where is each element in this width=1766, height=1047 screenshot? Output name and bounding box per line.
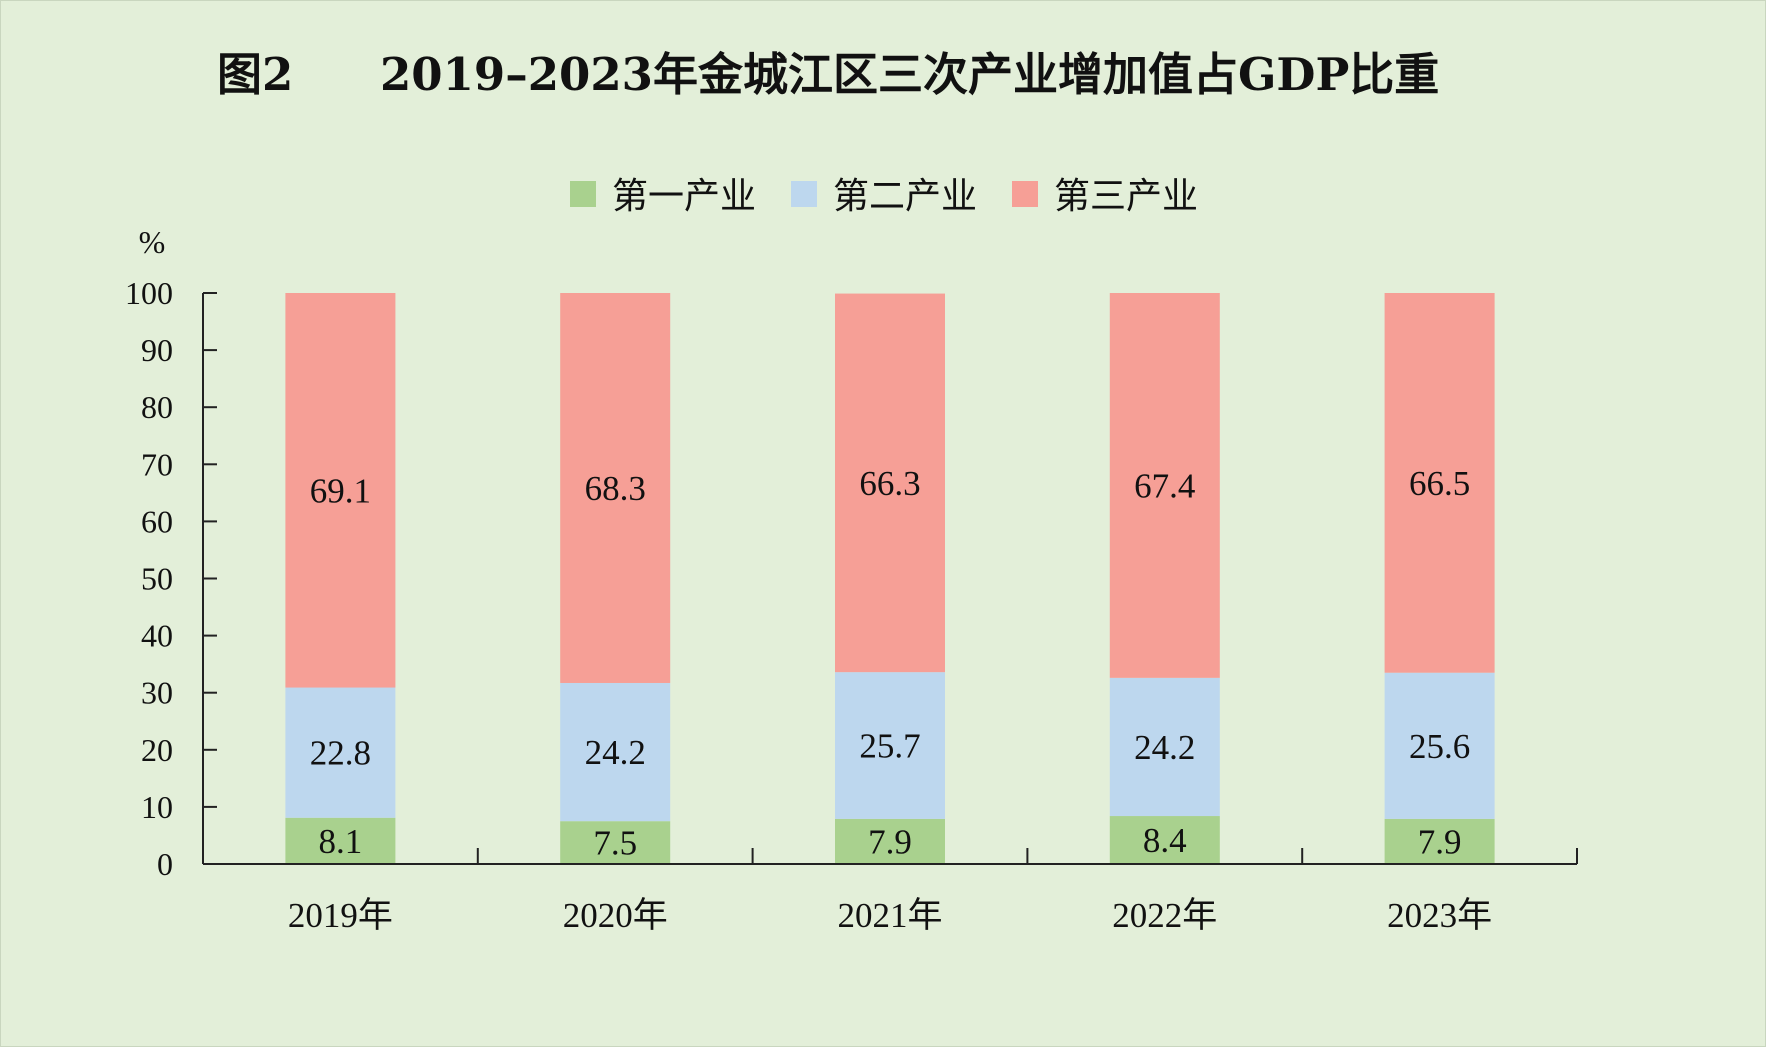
data-label: 22.8 bbox=[310, 734, 371, 773]
y-tick-label: 80 bbox=[141, 389, 173, 425]
y-axis-unit: % bbox=[139, 224, 166, 260]
bar-2021年-第三产业 bbox=[835, 293, 945, 673]
data-label: 8.1 bbox=[319, 822, 363, 861]
x-tick-label: 2021年 bbox=[837, 896, 942, 935]
bar-2023年-第一产业 bbox=[1384, 818, 1495, 864]
x-tick-label: 2023年 bbox=[1387, 896, 1492, 935]
y-tick-label: 100 bbox=[125, 275, 173, 311]
bar-2022年-第三产业 bbox=[1109, 293, 1220, 678]
legend-swatch-2 bbox=[791, 181, 817, 207]
x-tick-label: 2019年 bbox=[288, 896, 393, 935]
data-label: 8.4 bbox=[1143, 821, 1187, 860]
data-label: 24.2 bbox=[585, 733, 646, 772]
data-label: 24.2 bbox=[1134, 728, 1195, 767]
data-label: 66.3 bbox=[859, 464, 920, 503]
data-label: 7.5 bbox=[593, 824, 637, 863]
bar-2022年-第一产业 bbox=[1109, 816, 1220, 864]
bar-2019年-第二产业 bbox=[285, 687, 396, 818]
legend-swatch-3 bbox=[1012, 181, 1038, 207]
bar-2019年-第三产业 bbox=[285, 293, 396, 688]
y-tick-label: 30 bbox=[141, 675, 173, 711]
bar-2021年-第一产业 bbox=[835, 818, 945, 864]
legend-label-2: 第二产业 bbox=[833, 176, 977, 216]
legend-label-3: 第三产业 bbox=[1054, 176, 1198, 216]
data-label: 25.7 bbox=[859, 727, 920, 766]
y-tick-label: 60 bbox=[141, 503, 173, 539]
y-tick-label: 0 bbox=[157, 846, 173, 882]
figure-number: 图2 bbox=[217, 48, 294, 101]
y-tick-label: 20 bbox=[141, 732, 173, 768]
bar-2021年-第二产业 bbox=[835, 672, 945, 819]
data-label: 68.3 bbox=[585, 469, 646, 508]
y-tick-label: 10 bbox=[141, 789, 173, 825]
x-tick-label: 2022年 bbox=[1112, 896, 1217, 935]
bar-2019年-第一产业 bbox=[285, 817, 396, 864]
y-tick-label: 50 bbox=[141, 561, 173, 597]
data-label: 66.5 bbox=[1409, 464, 1470, 503]
bar-2022年-第二产业 bbox=[1109, 677, 1220, 817]
legend-swatch-1 bbox=[570, 181, 596, 207]
legend-label-1: 第一产业 bbox=[612, 176, 756, 216]
data-label: 69.1 bbox=[310, 471, 371, 510]
data-label: 7.9 bbox=[1418, 822, 1462, 861]
data-label: 7.9 bbox=[868, 822, 912, 861]
title-text: 2019–2023年金城江区三次产业增加值占GDP比重 bbox=[380, 48, 1440, 101]
bar-2023年-第二产业 bbox=[1384, 672, 1495, 819]
y-tick-label: 90 bbox=[141, 332, 173, 368]
bar-2020年-第三产业 bbox=[560, 293, 671, 683]
bar-2020年-第一产业 bbox=[560, 821, 671, 864]
chart-title: 图2 2019–2023年金城江区三次产业增加值占GDP比重 bbox=[0, 38, 1766, 101]
y-tick-label: 70 bbox=[141, 446, 173, 482]
y-tick-label: 40 bbox=[141, 618, 173, 654]
bar-2020年-第二产业 bbox=[560, 682, 671, 822]
data-label: 25.6 bbox=[1409, 727, 1470, 766]
data-label: 67.4 bbox=[1134, 466, 1195, 505]
bar-2023年-第三产业 bbox=[1384, 293, 1495, 673]
x-tick-label: 2020年 bbox=[563, 896, 668, 935]
